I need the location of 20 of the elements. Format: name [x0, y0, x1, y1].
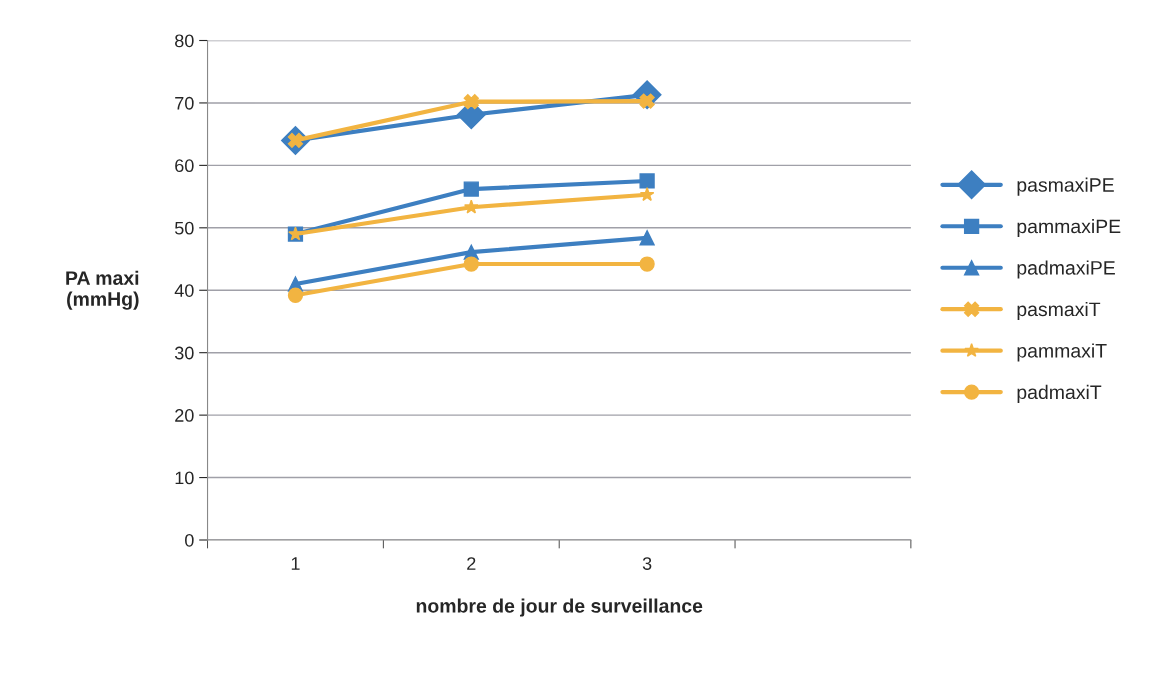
x-axis-title: nombre de jour de surveillance: [416, 598, 703, 617]
legend-label: pammaxiT: [1017, 343, 1107, 362]
x-tick-label: 3: [642, 557, 652, 570]
legend-label: pammaxiPE: [1017, 219, 1121, 238]
legend-label: padmaxiT: [1017, 384, 1102, 403]
legend-label: pasmaxiPE: [1017, 177, 1114, 196]
legend-label: padmaxiPE: [1017, 260, 1115, 279]
y-tick-label: 10: [175, 471, 194, 485]
y-tick-label: 60: [175, 159, 194, 173]
y-tick-label: 50: [174, 221, 194, 235]
y-tick-label: 30: [174, 346, 194, 360]
x-tick-label: 1: [291, 557, 300, 570]
y-tick-label: 20: [175, 409, 194, 422]
y-tick-label: 80: [175, 34, 194, 48]
y-tick-label: 40: [174, 284, 194, 297]
y-tick-label: 70: [175, 96, 194, 110]
x-tick-label: 2: [467, 557, 476, 570]
y-axis-title: PA maxi (mmHg): [66, 270, 139, 310]
y-tick-label: 0: [185, 533, 194, 547]
legend-label: pasmaxiT: [1017, 301, 1101, 321]
